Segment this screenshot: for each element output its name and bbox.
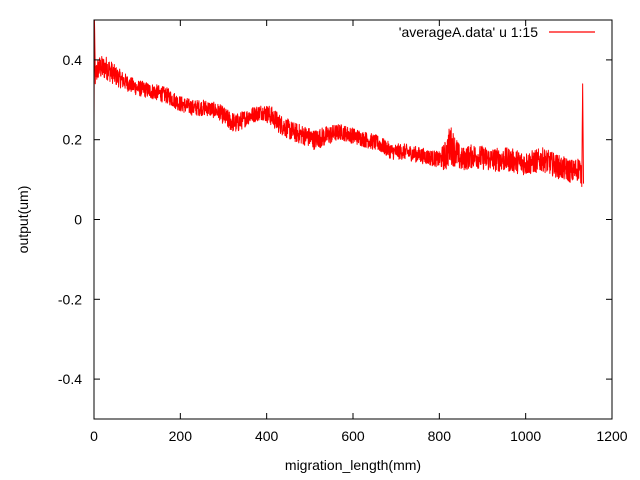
y-tick-label: -0.4 [58,371,82,387]
series-line [93,19,585,188]
y-tick-label: 0.2 [63,132,83,148]
series-layer [93,19,585,188]
legend: 'averageA.data' u 1:15 [399,24,595,40]
x-tick-label: 600 [341,428,365,444]
y-axis-label: output(um) [15,186,31,254]
x-tick-label: 0 [90,428,98,444]
x-tick-label: 800 [428,428,452,444]
y-tick-label: 0 [74,212,82,228]
x-axis-label: migration_length(mm) [285,457,421,473]
y-tick-label: 0.4 [63,52,83,68]
y-tick-label: -0.2 [58,291,82,307]
legend-label: 'averageA.data' u 1:15 [399,24,538,40]
x-tick-label: 200 [169,428,193,444]
x-tick-label: 400 [255,428,279,444]
x-tick-label: 1200 [596,428,627,444]
tick-layer: 0 200 400 600 800 1000 1200 -0.4 -0.2 0 0.2 0.4 [58,20,628,444]
x-tick-label: 1000 [510,428,541,444]
